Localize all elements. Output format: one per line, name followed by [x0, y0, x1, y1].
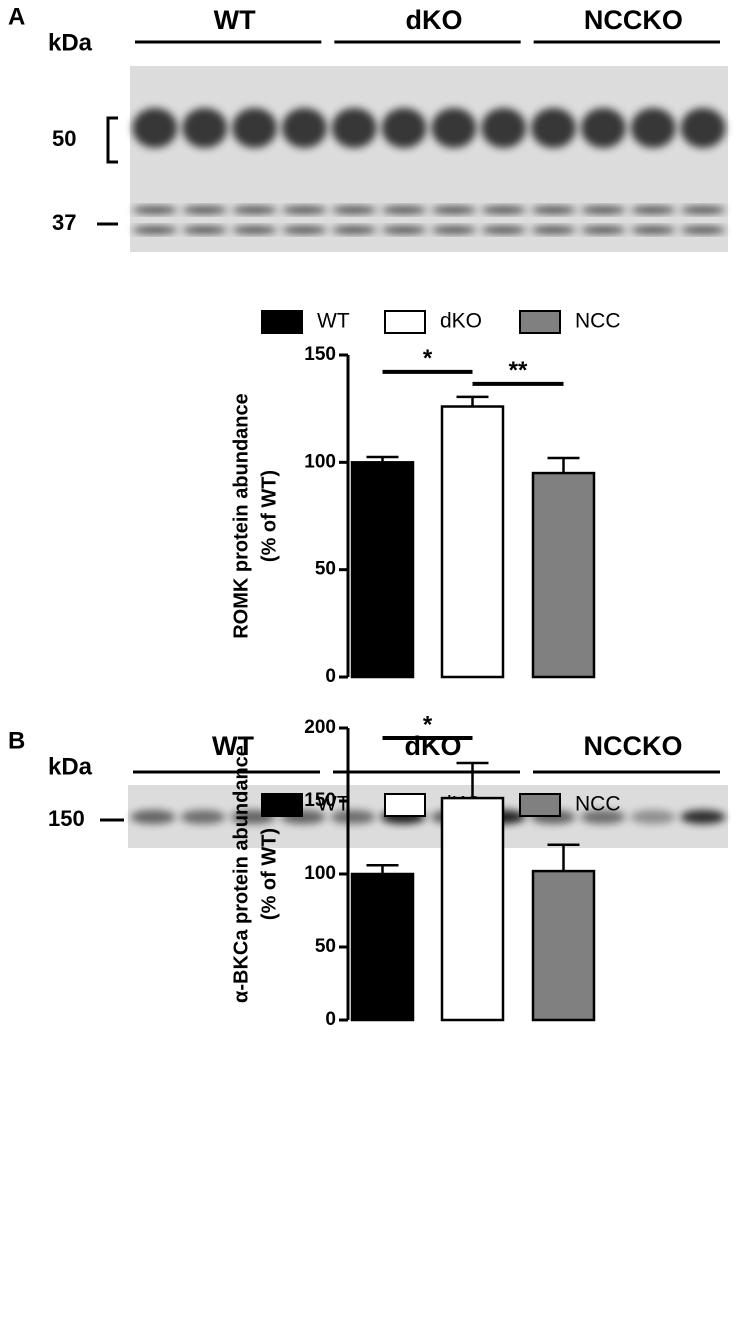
blot-group-label: WT — [214, 5, 256, 35]
blot-band — [182, 226, 228, 234]
y-tick-label: 50 — [315, 559, 336, 580]
significance-label: * — [423, 345, 433, 372]
blot-group-label: dKO — [406, 5, 463, 35]
blot-band — [431, 108, 477, 148]
blot-group-label: NCCKO — [584, 731, 683, 761]
legend-label: NCC — [575, 793, 621, 816]
y-tick-label: 200 — [304, 717, 336, 738]
blot-band — [680, 810, 726, 824]
blot-band — [330, 810, 376, 824]
marker-label: 37 — [52, 210, 76, 235]
blot-band — [531, 226, 577, 234]
y-axis-label: α-BKCa protein abundance — [230, 745, 252, 1003]
y-axis-label: (% of WT) — [258, 828, 280, 920]
blot-band — [180, 810, 226, 824]
blot-band — [630, 108, 676, 148]
bar — [350, 461, 415, 679]
blot-unit: kDa — [48, 753, 93, 780]
blot-band — [232, 206, 278, 214]
blot-band — [680, 108, 726, 148]
blot-band — [182, 206, 228, 214]
blot-band — [580, 206, 626, 214]
y-tick-label: 150 — [304, 790, 336, 811]
panel-label: B — [8, 727, 25, 754]
blot-band — [481, 206, 527, 214]
legend-label: dKO — [440, 310, 482, 333]
blot-band — [381, 226, 427, 234]
y-tick-label: 0 — [325, 666, 336, 687]
marker-bracket — [106, 116, 118, 164]
bar — [440, 405, 505, 679]
legend-swatch — [384, 793, 426, 817]
legend-label: WT — [317, 310, 350, 333]
bar — [531, 869, 596, 1022]
legend-swatch — [384, 310, 426, 334]
legend-label: NCC — [575, 310, 621, 333]
marker-label: 150 — [48, 806, 85, 831]
blot-band — [531, 108, 577, 148]
error-bar — [366, 455, 399, 463]
blot-band — [331, 226, 377, 234]
blot-band — [630, 226, 676, 234]
marker-label: 50 — [52, 126, 76, 151]
y-tick-label: 100 — [304, 451, 336, 472]
bar — [440, 796, 505, 1022]
blot-band — [232, 226, 278, 234]
error-bar — [547, 456, 580, 474]
blot-band — [381, 108, 427, 148]
blot-unit: kDa — [48, 29, 93, 56]
blot-band — [431, 226, 477, 234]
y-tick-label: 0 — [325, 1009, 336, 1030]
blot-band — [381, 206, 427, 214]
significance-label: ** — [509, 357, 528, 384]
blot-band — [481, 226, 527, 234]
blot-band — [680, 206, 726, 214]
blot-group-label: NCCKO — [584, 5, 683, 35]
blot-image — [128, 785, 728, 848]
legend-swatch — [261, 793, 303, 817]
blot-band — [232, 108, 278, 148]
blot-band — [531, 206, 577, 214]
blot-band — [130, 810, 176, 824]
bar — [350, 872, 415, 1022]
blot-band — [331, 108, 377, 148]
blot-band — [132, 226, 178, 234]
legend-label: WT — [317, 793, 350, 816]
y-tick-label: 100 — [304, 863, 336, 884]
bar — [531, 471, 596, 679]
error-bar — [456, 761, 489, 799]
blot-image — [130, 66, 728, 252]
legend-swatch — [519, 793, 561, 817]
blot-band — [281, 226, 327, 234]
panel-label: A — [8, 3, 25, 30]
blot-band — [481, 108, 527, 148]
blot-band — [580, 226, 626, 234]
legend-swatch — [261, 310, 303, 334]
blot-band — [431, 206, 477, 214]
significance-label: * — [423, 711, 433, 738]
blot-band — [630, 206, 676, 214]
y-axis-label: ROMK protein abundance — [230, 393, 252, 639]
legend-swatch — [519, 310, 561, 334]
blot-band — [132, 108, 178, 148]
error-bar — [456, 395, 489, 407]
blot-band — [281, 108, 327, 148]
blot-band — [580, 810, 626, 824]
y-tick-label: 50 — [315, 936, 336, 957]
blot-band — [182, 108, 228, 148]
y-axis-label: (% of WT) — [258, 470, 280, 562]
blot-band — [281, 206, 327, 214]
error-bar — [366, 863, 399, 874]
blot-group-label: dKO — [405, 731, 462, 761]
y-tick-label: 150 — [304, 344, 336, 365]
blot-group-label: WT — [212, 731, 254, 761]
blot-band — [630, 810, 676, 824]
blot-band — [580, 108, 626, 148]
blot-band — [132, 206, 178, 214]
error-bar — [547, 843, 580, 872]
blot-band — [680, 226, 726, 234]
blot-band — [331, 206, 377, 214]
